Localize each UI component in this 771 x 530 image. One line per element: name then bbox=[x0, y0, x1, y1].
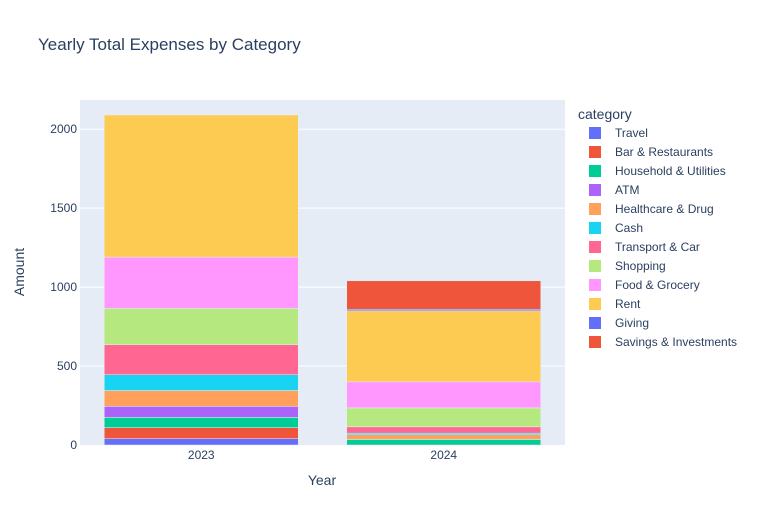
bar-segment-food-grocery-2023 bbox=[104, 256, 299, 309]
legend-label: Food & Grocery bbox=[615, 278, 700, 292]
legend-item[interactable]: Food & Grocery bbox=[589, 278, 700, 292]
legend-item[interactable]: Cash bbox=[589, 221, 643, 235]
legend-swatch bbox=[589, 317, 601, 329]
y-tick-label: 2000 bbox=[50, 122, 77, 136]
legend-swatch bbox=[589, 165, 601, 177]
legend-label: Healthcare & Drug bbox=[615, 202, 714, 216]
legend-label: Travel bbox=[615, 126, 648, 140]
legend-label: Giving bbox=[615, 316, 649, 330]
bar-segment-transport-car-2024 bbox=[346, 426, 541, 434]
y-tick-label: 500 bbox=[57, 359, 77, 373]
legend-item[interactable]: Healthcare & Drug bbox=[589, 202, 714, 216]
legend-label: Rent bbox=[615, 297, 641, 311]
legend-items: Travel Bar & Restaurants Household & Utili… bbox=[589, 126, 737, 349]
legend-item[interactable]: Travel bbox=[589, 126, 648, 140]
y-axis-ticks: 0 500 1000 1500 2000 bbox=[50, 122, 77, 452]
legend-item[interactable]: Transport & Car bbox=[589, 240, 700, 254]
legend-title: category bbox=[578, 106, 632, 122]
bar-segment-rent-2024 bbox=[346, 310, 541, 383]
legend-item[interactable]: Bar & Restaurants bbox=[589, 145, 713, 159]
legend-swatch bbox=[589, 222, 601, 234]
bar-segment-transport-car-2023 bbox=[104, 344, 299, 375]
x-axis-ticks: 2023 2024 bbox=[188, 448, 458, 462]
x-tick-label: 2023 bbox=[188, 448, 215, 462]
legend-item[interactable]: Rent bbox=[589, 297, 641, 311]
legend-swatch bbox=[589, 279, 601, 291]
chart-title: Yearly Total Expenses by Category bbox=[38, 35, 301, 54]
y-tick-label: 1000 bbox=[50, 280, 77, 294]
legend-swatch bbox=[589, 127, 601, 139]
legend-label: Bar & Restaurants bbox=[615, 145, 713, 159]
legend-swatch bbox=[589, 184, 601, 196]
bar-segment-food-grocery-2024 bbox=[346, 381, 541, 409]
bar-segment-shopping-2023 bbox=[104, 308, 299, 345]
bar-segment-healthcare-drug-2024 bbox=[346, 434, 541, 440]
legend-swatch bbox=[589, 336, 601, 348]
bar-segment-rent-2023 bbox=[104, 114, 299, 258]
bar-segment-atm-2023 bbox=[104, 406, 299, 418]
legend-label: Savings & Investments bbox=[615, 335, 737, 349]
y-tick-label: 1500 bbox=[50, 201, 77, 215]
bar-segment-savings-investments-2024 bbox=[346, 280, 541, 310]
y-axis-label: Amount bbox=[11, 248, 27, 296]
legend-label: ATM bbox=[615, 183, 639, 197]
legend-item[interactable]: Savings & Investments bbox=[589, 335, 737, 349]
bar-segment-cash-2023 bbox=[104, 374, 299, 391]
bar-segment-healthcare-drug-2023 bbox=[104, 390, 299, 407]
x-tick-label: 2024 bbox=[430, 448, 457, 462]
bar-segment-travel-2023 bbox=[104, 438, 299, 446]
bar-segment-household-utilities-2024 bbox=[346, 439, 541, 446]
x-axis-label: Year bbox=[308, 472, 337, 488]
bar-segment-shopping-2024 bbox=[346, 407, 541, 428]
legend-label: Shopping bbox=[615, 259, 666, 273]
bars bbox=[104, 114, 541, 446]
bar-segment-bar-restaurants-2023 bbox=[104, 427, 299, 439]
legend: category Travel Bar & Restaurants Househol… bbox=[578, 106, 737, 349]
legend-swatch bbox=[589, 298, 601, 310]
legend-swatch bbox=[589, 203, 601, 215]
y-tick-label: 0 bbox=[70, 438, 77, 452]
legend-swatch bbox=[589, 241, 601, 253]
legend-label: Transport & Car bbox=[615, 240, 700, 254]
legend-item[interactable]: Shopping bbox=[589, 259, 666, 273]
legend-label: Cash bbox=[615, 221, 643, 235]
legend-item[interactable]: Giving bbox=[589, 316, 649, 330]
legend-item[interactable]: Household & Utilities bbox=[589, 164, 726, 178]
legend-swatch bbox=[589, 260, 601, 272]
legend-label: Household & Utilities bbox=[615, 164, 726, 178]
legend-swatch bbox=[589, 146, 601, 158]
legend-item[interactable]: ATM bbox=[589, 183, 639, 197]
bar-segment-household-utilities-2023 bbox=[104, 417, 299, 428]
